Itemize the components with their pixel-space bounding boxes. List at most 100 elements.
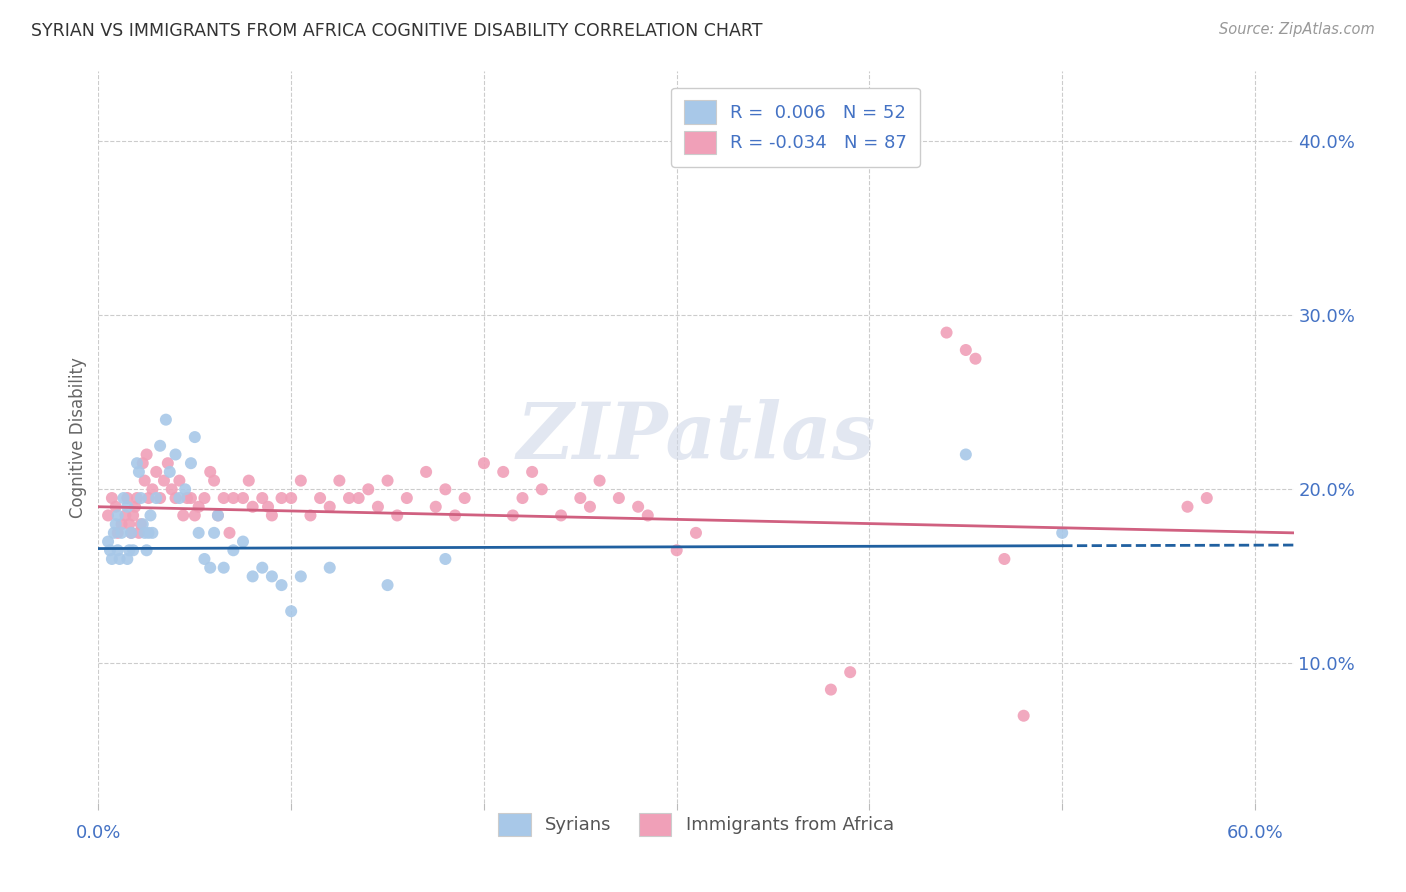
Point <box>588 474 610 488</box>
Point <box>328 474 350 488</box>
Point <box>156 456 179 470</box>
Point <box>141 525 163 540</box>
Point <box>184 430 207 444</box>
Point <box>377 578 399 592</box>
Point <box>128 525 150 540</box>
Point <box>120 525 142 540</box>
Point <box>98 543 121 558</box>
Point <box>569 491 592 505</box>
Point <box>207 508 229 523</box>
Point <box>252 560 274 574</box>
Point <box>820 682 842 697</box>
Point <box>180 456 202 470</box>
Point <box>117 552 139 566</box>
Point <box>149 439 172 453</box>
Point <box>637 508 659 523</box>
Point <box>280 491 302 505</box>
Point <box>103 525 125 540</box>
Point <box>104 517 127 532</box>
Point <box>172 508 194 523</box>
Point <box>955 448 977 462</box>
Point <box>165 448 187 462</box>
Point <box>104 500 127 514</box>
Point <box>444 508 467 523</box>
Point <box>839 665 862 680</box>
Point <box>138 525 160 540</box>
Point <box>260 508 283 523</box>
Point <box>1012 708 1035 723</box>
Text: ZIPatlas: ZIPatlas <box>516 399 876 475</box>
Point <box>117 500 139 514</box>
Point <box>290 474 312 488</box>
Point <box>145 491 167 505</box>
Point <box>1050 525 1073 540</box>
Point <box>270 491 292 505</box>
Point <box>112 491 135 505</box>
Point <box>280 604 302 618</box>
Point <box>207 508 229 523</box>
Point <box>135 543 157 558</box>
Point <box>118 517 141 532</box>
Point <box>472 456 495 470</box>
Point <box>434 483 457 497</box>
Point <box>107 508 129 523</box>
Point <box>222 491 245 505</box>
Point <box>139 508 162 523</box>
Point <box>169 474 191 488</box>
Point <box>242 500 264 514</box>
Point <box>434 552 457 566</box>
Point <box>453 491 475 505</box>
Point <box>107 543 129 558</box>
Point <box>212 491 235 505</box>
Point <box>627 500 650 514</box>
Point <box>367 500 389 514</box>
Point <box>129 491 152 505</box>
Y-axis label: Cognitive Disability: Cognitive Disability <box>69 357 87 517</box>
Point <box>492 465 515 479</box>
Point <box>132 517 155 532</box>
Point <box>319 500 342 514</box>
Point <box>530 483 553 497</box>
Point <box>1177 500 1199 514</box>
Point <box>149 491 172 505</box>
Point <box>117 491 139 505</box>
Point <box>579 500 602 514</box>
Point <box>965 351 987 366</box>
Point <box>160 483 183 497</box>
Text: SYRIAN VS IMMIGRANTS FROM AFRICA COGNITIVE DISABILITY CORRELATION CHART: SYRIAN VS IMMIGRANTS FROM AFRICA COGNITI… <box>31 22 762 40</box>
Point <box>685 525 707 540</box>
Point <box>128 465 150 479</box>
Point <box>145 465 167 479</box>
Point <box>169 491 191 505</box>
Point <box>129 517 152 532</box>
Point <box>200 560 222 574</box>
Point <box>165 491 187 505</box>
Point <box>252 491 274 505</box>
Point <box>187 500 209 514</box>
Point <box>122 543 145 558</box>
Point <box>134 525 156 540</box>
Point <box>232 491 254 505</box>
Point <box>155 412 177 426</box>
Point <box>134 474 156 488</box>
Point <box>665 543 688 558</box>
Point <box>212 560 235 574</box>
Point <box>125 456 148 470</box>
Point <box>141 483 163 497</box>
Point <box>124 500 146 514</box>
Point <box>159 465 181 479</box>
Point <box>110 525 132 540</box>
Point <box>138 491 160 505</box>
Point <box>520 465 543 479</box>
Point <box>357 483 380 497</box>
Point <box>180 491 202 505</box>
Point <box>135 448 157 462</box>
Legend: Syrians, Immigrants from Africa: Syrians, Immigrants from Africa <box>489 804 903 845</box>
Point <box>242 569 264 583</box>
Point <box>385 508 409 523</box>
Point <box>122 508 145 523</box>
Point <box>955 343 977 357</box>
Point <box>232 534 254 549</box>
Point <box>290 569 312 583</box>
Point <box>347 491 370 505</box>
